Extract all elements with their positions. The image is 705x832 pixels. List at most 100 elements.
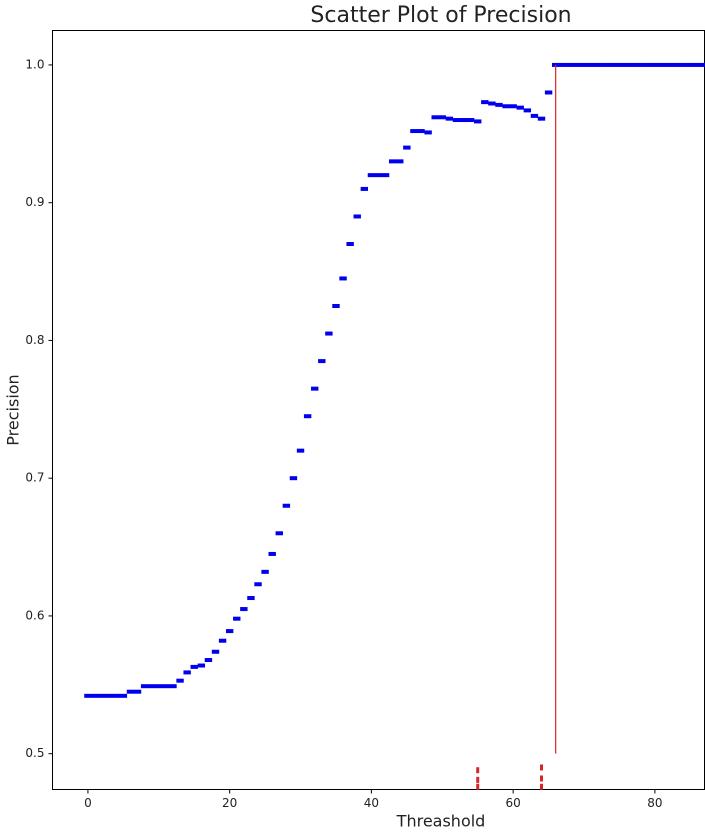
point: [540, 783, 543, 790]
point: [211, 649, 220, 654]
point: [197, 663, 206, 668]
point: [530, 113, 539, 118]
point: [540, 764, 543, 771]
point: [296, 448, 305, 453]
point: [431, 115, 439, 120]
point: [190, 664, 198, 669]
point: [388, 159, 397, 164]
point: [396, 159, 404, 164]
point: [452, 118, 461, 123]
point: [162, 684, 170, 689]
point: [644, 62, 652, 67]
point: [325, 331, 333, 336]
x-tick-label: 20: [222, 796, 237, 810]
point: [112, 693, 120, 698]
point: [311, 386, 319, 391]
point: [573, 62, 581, 67]
point: [509, 104, 517, 109]
point: [140, 684, 149, 689]
point: [686, 62, 695, 67]
point: [495, 102, 503, 107]
point: [204, 658, 213, 663]
x-tick-label: 80: [647, 796, 662, 810]
y-tick-label: 0.9: [25, 195, 44, 209]
point: [318, 359, 326, 364]
point: [303, 414, 312, 419]
point: [254, 582, 262, 587]
y-tick-label: 0.7: [25, 471, 44, 485]
point: [516, 105, 524, 110]
x-tick-label: 40: [364, 796, 379, 810]
point: [587, 62, 595, 67]
point: [424, 130, 432, 135]
point: [148, 684, 156, 689]
point: [183, 670, 191, 675]
point: [403, 145, 411, 150]
point: [488, 101, 496, 106]
y-tick-label: 1.0: [25, 57, 44, 71]
point: [268, 551, 276, 556]
point: [119, 693, 128, 698]
point: [247, 596, 255, 601]
point: [594, 62, 602, 67]
point: [91, 693, 99, 698]
point: [476, 776, 480, 783]
point: [672, 62, 680, 67]
point: [261, 569, 269, 574]
point: [566, 62, 574, 67]
y-axis-label: Precision: [4, 374, 23, 445]
point: [98, 693, 106, 698]
point: [346, 242, 354, 247]
point: [629, 62, 638, 67]
point: [537, 116, 546, 121]
point: [233, 616, 241, 621]
point: [240, 607, 248, 612]
point: [289, 476, 298, 481]
point: [540, 775, 543, 782]
point: [438, 115, 446, 120]
point: [105, 693, 113, 698]
point: [637, 62, 645, 67]
point: [665, 62, 673, 67]
x-tick-label: 0: [84, 796, 92, 810]
point: [225, 629, 234, 634]
point: [332, 303, 340, 308]
point: [155, 684, 163, 689]
point: [679, 62, 687, 67]
point: [445, 116, 454, 121]
point: [417, 129, 425, 134]
point: [466, 118, 475, 123]
point: [374, 173, 383, 178]
point: [474, 119, 482, 124]
point: [353, 214, 361, 219]
point: [502, 104, 510, 109]
point: [476, 783, 480, 790]
point: [275, 531, 283, 536]
point: [559, 62, 567, 67]
point: [367, 173, 376, 178]
point: [544, 90, 553, 95]
y-tick-label: 0.6: [25, 608, 44, 622]
point: [476, 767, 480, 774]
point: [282, 503, 291, 508]
point: [381, 173, 390, 178]
point: [176, 678, 184, 683]
point: [133, 689, 142, 694]
point: [218, 638, 227, 643]
point: [615, 62, 624, 67]
point: [622, 62, 631, 67]
y-tick-label: 0.8: [25, 333, 44, 347]
point: [339, 276, 347, 281]
point: [651, 62, 659, 67]
x-tick-label: 60: [506, 796, 521, 810]
point: [700, 62, 705, 67]
point: [523, 108, 532, 113]
chart-title: Scatter Plot of Precision: [310, 3, 571, 28]
point: [169, 684, 177, 689]
point: [693, 62, 702, 67]
point: [658, 62, 666, 67]
point: [84, 693, 92, 698]
plot-frame: [52, 30, 705, 790]
